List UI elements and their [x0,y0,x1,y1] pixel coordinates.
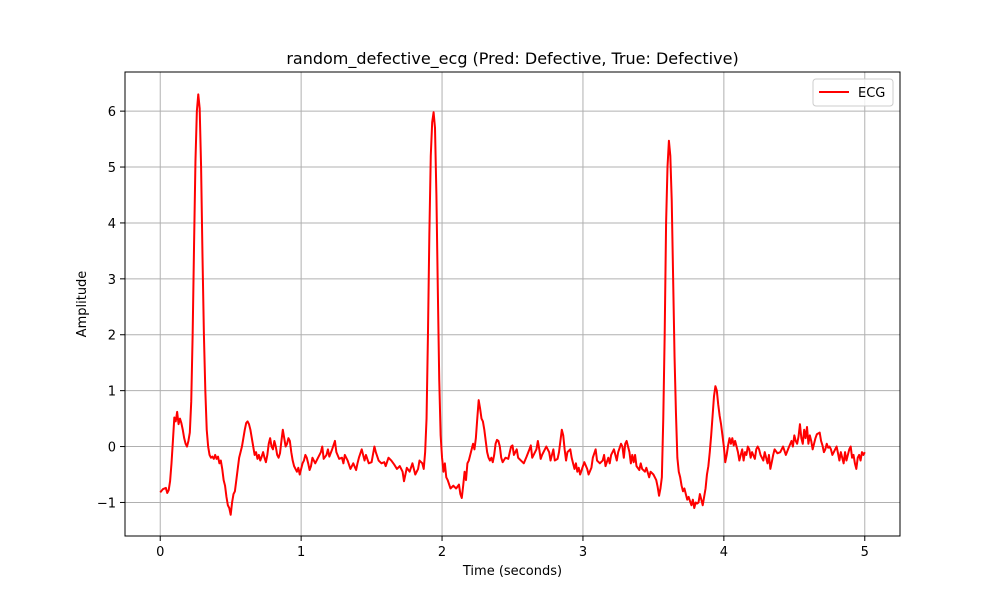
legend-label-ecg: ECG [858,86,885,101]
x-tick-label: 0 [156,545,164,560]
y-tick-label: −1 [97,496,116,511]
y-axis-label: Amplitude [75,271,90,338]
y-axis: −1 0 1 2 3 4 5 6 [97,105,125,511]
plot-frame [124,71,901,537]
chart-title: random_defective_ecg (Pred: Defective, T… [286,49,738,69]
x-axis-label: Time (seconds) [462,564,562,579]
legend-box [812,78,894,107]
y-tick-label: 4 [108,217,116,232]
x-tick-label: 1 [297,545,305,560]
y-tick-label: 6 [108,105,116,120]
x-axis: 0 1 2 3 4 5 [156,536,869,560]
x-tick-label: 2 [438,545,446,560]
y-tick-label: 2 [108,329,116,344]
y-tick-label: 3 [108,273,116,288]
x-tick-label: 3 [579,545,587,560]
series-layer [159,93,866,516]
series-line-ecg [159,93,866,516]
x-tick-label: 4 [720,545,728,560]
y-tick-label: 5 [108,161,116,176]
y-tick-label: 0 [108,441,116,456]
y-tick-label: 1 [108,385,116,400]
legend: ECG [812,78,894,107]
grid-lines [125,72,900,536]
x-tick-label: 5 [861,545,869,560]
